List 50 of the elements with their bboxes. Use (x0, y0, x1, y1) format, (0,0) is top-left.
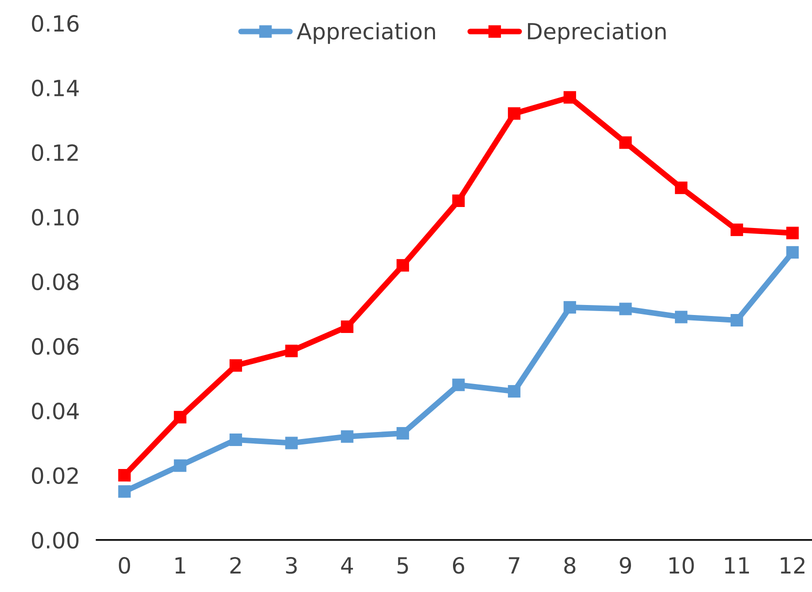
y-tick-label: 0.16 (32, 15, 79, 32)
x-tick-label: 12 (780, 556, 804, 574)
point (174, 410, 186, 424)
y-tick-label: 0.06 (32, 338, 79, 355)
x-tick-label: 10 (669, 556, 694, 574)
x-tick-label: 3 (286, 556, 297, 574)
point (730, 314, 744, 327)
x-tick-label: 5 (397, 557, 408, 574)
y-tick-label: 0.14 (32, 80, 79, 96)
x-tick-label: 1 (176, 557, 186, 574)
point (508, 107, 520, 120)
point (564, 91, 576, 104)
point (786, 246, 799, 259)
point (230, 434, 242, 446)
point (674, 310, 688, 324)
point (619, 302, 632, 316)
x-tick-label: 6 (452, 556, 464, 574)
point (508, 385, 520, 398)
point (452, 378, 465, 392)
x-tick-label: 2 (230, 556, 241, 574)
point (452, 194, 465, 207)
legend-label: Depreciation (528, 22, 666, 44)
point (396, 427, 410, 440)
point (619, 136, 632, 149)
x-tick-label: 0 (118, 556, 130, 574)
point (230, 359, 242, 372)
x-tick-label: 9 (620, 556, 632, 574)
y-tick-label: 0.10 (32, 208, 78, 226)
x-tick-label: 7 (508, 557, 520, 574)
point (118, 485, 131, 498)
y-tick-label: 0.04 (32, 402, 79, 420)
point (396, 259, 410, 272)
point (674, 182, 688, 194)
legend-label: Appreciation (296, 22, 436, 44)
point (340, 430, 354, 443)
point (340, 320, 354, 333)
y-tick-label: 0.00 (32, 532, 78, 549)
point (118, 469, 131, 482)
point (730, 224, 744, 236)
point (564, 301, 576, 314)
y-tick-label: 0.02 (32, 467, 78, 484)
point (786, 226, 799, 240)
point (285, 344, 298, 358)
x-tick-label: 4 (341, 557, 353, 574)
y-tick-label: 0.12 (32, 144, 78, 162)
x-tick-label: 8 (564, 556, 576, 574)
y-tick-label: 0.08 (32, 273, 78, 290)
point (174, 459, 186, 472)
x-tick-label: 11 (725, 557, 749, 574)
point (285, 436, 298, 450)
